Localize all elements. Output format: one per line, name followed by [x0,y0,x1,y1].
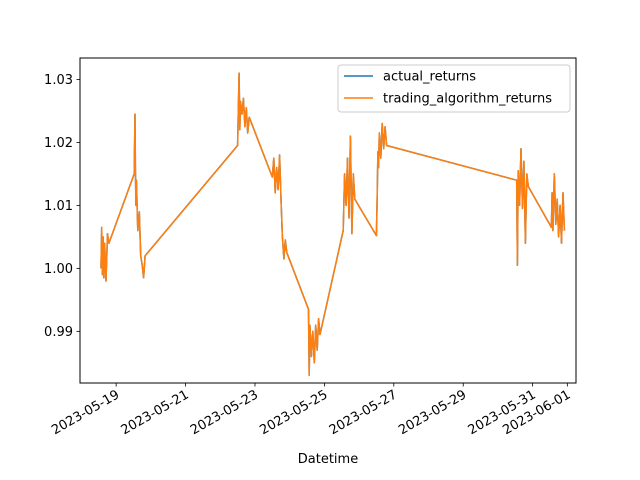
y-axis: 0.99 1.00 1.01 1.02 1.03 [44,73,80,340]
y-tick-label: 0.99 [44,325,73,340]
legend-box [337,64,571,113]
series-line-1 [100,72,566,377]
x-axis-label: Datetime [298,452,358,467]
plot-lines [100,72,566,377]
y-tick-label: 1.03 [44,73,73,88]
legend: actual_returns trading_algorithm_returns [337,64,571,113]
y-tick-label: 1.01 [44,199,73,214]
y-tick-label: 1.00 [44,262,73,277]
legend-label-1: trading_algorithm_returns [383,92,552,107]
plot-frame [79,57,577,384]
legend-label-0: actual_returns [383,70,476,85]
y-tick-label: 1.02 [44,136,73,151]
